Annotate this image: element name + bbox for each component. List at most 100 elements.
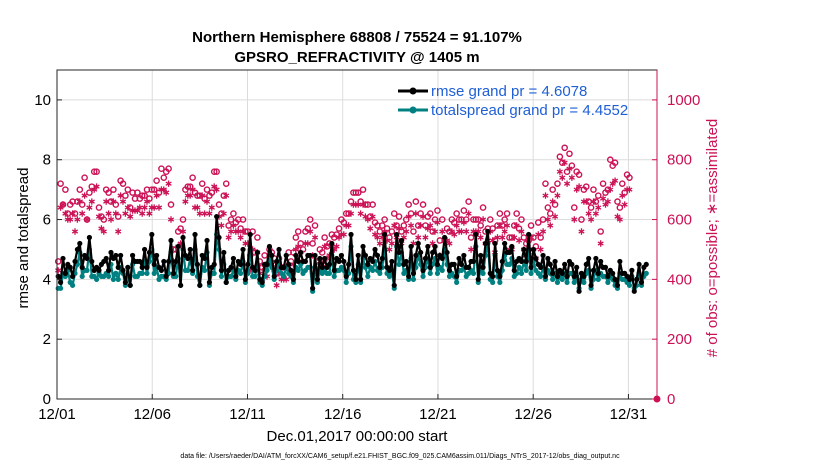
obs-assimilated-point (295, 243, 302, 250)
rmse-point (420, 267, 426, 273)
obs-assimilated-point (304, 240, 311, 247)
rmse-point (550, 270, 556, 276)
rmse-point (62, 270, 69, 276)
obs-possible-point (542, 180, 549, 187)
rmse-point (365, 261, 371, 268)
totalspread-point (506, 261, 513, 268)
obs-assimilated-point (427, 222, 434, 229)
obs-possible-point (378, 222, 386, 229)
obs-assimilated-point (496, 222, 503, 229)
obs-possible-point (410, 228, 417, 235)
obs-assimilated-point (477, 234, 484, 241)
obs-assimilated-point (367, 225, 374, 232)
totalspread-point (554, 279, 561, 285)
totalspread-point (518, 270, 525, 276)
obs-possible-point (230, 210, 237, 217)
rmse-point (307, 252, 313, 259)
obs-assimilated-point (273, 282, 280, 289)
obs-assimilated-point (83, 216, 91, 223)
y-axis-left-label: rmse and totalspread (15, 168, 32, 309)
obs-assimilated-point (69, 210, 76, 217)
obs-possible-point (309, 240, 316, 247)
rmse-point (576, 288, 582, 294)
rmse-point (238, 261, 244, 268)
rmse-point (595, 270, 601, 276)
totalspread-point (370, 267, 376, 273)
obs-assimilated-point (621, 201, 628, 208)
rmse-point (372, 246, 378, 253)
rmse-point (631, 288, 637, 294)
rmse-point (281, 264, 287, 270)
rmse-point (492, 240, 498, 247)
obs-assimilated-point (616, 216, 623, 223)
rmse-point (444, 249, 450, 256)
obs-assimilated-point (607, 186, 614, 193)
rmse-point (588, 282, 594, 288)
rmse-point (643, 261, 649, 268)
obs-assimilated-point (386, 246, 393, 253)
obs-assimilated-point (239, 228, 247, 235)
obs-possible-point (194, 192, 201, 199)
totalspread-point (326, 270, 333, 276)
obs-assimilated-point (566, 165, 573, 172)
obs-assimilated-point (237, 234, 244, 241)
obs-assimilated-point (535, 231, 542, 238)
rmse-point (590, 267, 597, 273)
rmse-point (485, 228, 491, 235)
rmse-point (55, 273, 61, 279)
obs-assimilated-point (595, 204, 602, 211)
rmse-point (245, 261, 251, 268)
y-left-ticks: 0 2 4 6 8 10 (34, 92, 62, 408)
obs-assimilated-point (460, 219, 467, 226)
rmse-point (146, 249, 153, 256)
obs-assimilated-point (189, 186, 196, 193)
obs-assimilated-point (590, 198, 597, 205)
totalspread-point (139, 270, 145, 276)
rmse-point (96, 267, 102, 273)
obs-possible-point (227, 216, 235, 223)
obs-possible-point (534, 219, 542, 226)
rmse-point (427, 264, 433, 270)
totalspread-point (79, 273, 85, 279)
obs-assimilated-point (415, 234, 422, 241)
totalspread-point (386, 273, 393, 279)
obs-possible-point (412, 198, 420, 205)
totalspread-point (218, 273, 225, 279)
obs-assimilated-point (357, 210, 364, 217)
obs-possible-point (213, 168, 220, 175)
obs-possible-point (292, 234, 300, 241)
obs-assimilated-point (81, 192, 88, 199)
rmse-point (242, 276, 249, 282)
obs-possible-point (179, 216, 187, 223)
obs-assimilated-point (95, 213, 103, 220)
obs-possible-point (215, 201, 223, 208)
rmse-point (456, 255, 462, 262)
obs-assimilated-point (218, 222, 225, 229)
obs-assimilated-point (110, 198, 117, 205)
totalspread-point (331, 273, 337, 279)
rmse-point (144, 264, 150, 270)
obs-assimilated-point (544, 216, 551, 223)
rmse-point (194, 261, 201, 268)
obs-possible-point (203, 186, 211, 193)
obs-assimilated-point (376, 240, 383, 247)
rmse-point (163, 273, 169, 279)
obs-possible-point (335, 225, 343, 232)
rmse-point (406, 273, 412, 279)
rmse-point (502, 240, 508, 247)
totalspread-point (643, 270, 649, 276)
obs-assimilated-point (465, 210, 472, 217)
rmse-point (511, 267, 517, 273)
rmse-point (326, 261, 333, 268)
rmse-point (454, 273, 460, 279)
rmse-point (569, 261, 575, 268)
rmse-point (74, 246, 81, 253)
obs-assimilated-point (187, 192, 194, 199)
rmse-point (149, 231, 155, 238)
totalspread-point (343, 279, 349, 285)
rmse-point (574, 264, 580, 270)
obs-possible-point (165, 165, 172, 172)
y-right-tick-label: 0 (667, 391, 675, 408)
obs-assimilated-point (165, 180, 172, 187)
rmse-point (139, 264, 145, 270)
